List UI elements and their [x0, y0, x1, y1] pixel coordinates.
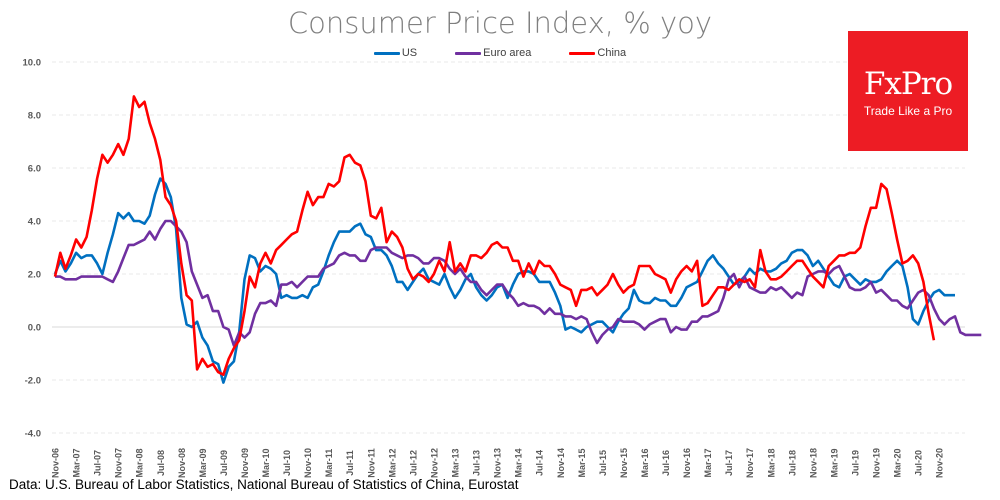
series-lines [53, 95, 982, 384]
legend-item-china: China [569, 47, 626, 59]
x-tick-label: Nov-17 [745, 448, 755, 478]
legend-swatch-euro-area [455, 51, 482, 55]
source-note: Data: U.S. Bureau of Labor Statistics, N… [9, 477, 519, 492]
x-tick-label: Mar-15 [577, 448, 587, 477]
x-tick-label: Nov-12 [429, 448, 439, 478]
legend-label-china: China [597, 47, 627, 59]
x-tick-label: Nov-08 [177, 448, 187, 478]
x-tick-label: Jul-14 [535, 450, 545, 476]
y-tick-label: 4.0 [28, 217, 41, 228]
logo-tagline: Trade Like a Pro [863, 104, 953, 118]
fxpro-logo: FxPro Trade Like a Pro [848, 31, 968, 151]
y-axis: 10.0 8.0 6.0 4.0 2.0 0.0 -2.0 -4.0 [23, 58, 42, 440]
x-tick-label: Mar-19 [829, 448, 839, 477]
x-tick-label: Nov-09 [240, 448, 250, 478]
series-line-china [53, 95, 936, 377]
y-tick-label: -2.0 [25, 376, 41, 387]
x-tick-label: Mar-17 [703, 448, 713, 477]
y-tick-label: 8.0 [28, 111, 41, 122]
legend-label-us: US [401, 47, 418, 59]
series-line-us [53, 177, 955, 384]
x-tick-label: Jul-15 [598, 450, 608, 476]
x-tick-label: Jul-18 [787, 450, 797, 476]
x-tick-label: Mar-12 [387, 448, 397, 477]
y-tick-label: 0.0 [28, 323, 41, 334]
x-tick-label: Nov-07 [114, 448, 124, 478]
y-tick-label: -4.0 [25, 429, 41, 440]
x-tick-label: Nov-18 [808, 448, 818, 478]
x-tick-label: Mar-08 [135, 448, 145, 477]
x-tick-label: Nov-15 [619, 448, 629, 478]
x-tick-label: Jul-16 [661, 450, 671, 476]
x-tick-label: Nov-10 [303, 448, 313, 478]
legend-item-us: US [373, 47, 418, 59]
x-tick-label: Jul-12 [408, 450, 418, 476]
x-tick-label: Nov-14 [556, 448, 566, 478]
y-tick-label: 2.0 [28, 270, 41, 281]
x-tick-label: Jul-20 [914, 450, 924, 476]
x-tick-label: Mar-13 [451, 448, 461, 477]
legend-swatch-china [569, 51, 596, 55]
x-tick-label: Jul-10 [282, 450, 292, 476]
chart-title: Consumer Price Index, % yoy [287, 6, 713, 40]
x-tick-label: Mar-09 [198, 448, 208, 477]
y-tick-label: 10.0 [23, 58, 42, 69]
legend-item-euro-area: Euro area [455, 47, 531, 59]
x-tick-label: Mar-16 [640, 448, 650, 477]
x-tick-label: Jul-09 [219, 450, 229, 476]
legend-label-euro-area: Euro area [483, 47, 532, 59]
legend-swatch-us [373, 51, 400, 55]
y-tick-label: 6.0 [28, 164, 41, 175]
x-tick-label: Mar-10 [261, 448, 271, 477]
x-tick-label: Jul-11 [345, 450, 355, 476]
x-tick-label: Jul-17 [724, 450, 734, 476]
x-axis: Nov-06 Mar-07 Jul-07 Nov-07 Mar-08 Jul-08 Nov-… [51, 448, 945, 478]
x-tick-label: Mar-11 [324, 449, 334, 478]
x-tick-label: Nov-20 [935, 448, 945, 478]
x-tick-label: Mar-07 [72, 448, 82, 477]
x-tick-label: Nov-13 [493, 448, 503, 478]
x-tick-label: Mar-14 [514, 448, 524, 477]
x-tick-label: Mar-18 [766, 448, 776, 477]
x-tick-label: Jul-19 [851, 450, 861, 476]
x-tick-label: Mar-20 [893, 448, 903, 477]
legend: US Euro area China [0, 47, 1000, 59]
x-tick-label: Jul-13 [472, 450, 482, 476]
x-tick-label: Nov-06 [51, 448, 61, 478]
x-tick-label: Jul-08 [156, 450, 166, 476]
x-tick-label: Nov-11 [366, 448, 376, 478]
x-tick-label: Jul-07 [93, 450, 103, 476]
gridlines [52, 61, 965, 434]
logo-name: FxPro [863, 66, 953, 102]
x-tick-label: Nov-19 [872, 448, 882, 478]
x-tick-label: Nov-16 [682, 448, 692, 478]
